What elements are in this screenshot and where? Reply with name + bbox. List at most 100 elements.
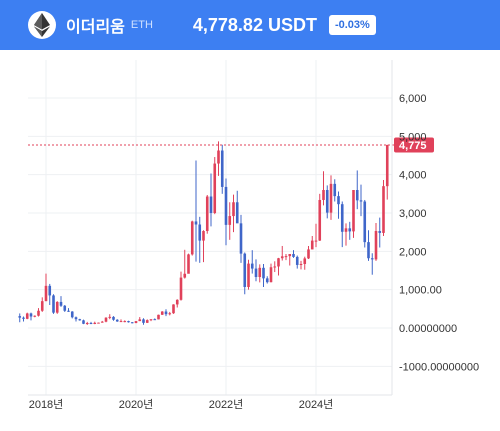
candle-body [340, 204, 344, 232]
candle-body [168, 313, 172, 315]
candle-body [224, 186, 228, 225]
x-tick-label: 2024년 [299, 398, 334, 411]
candle [52, 294, 55, 314]
candle [119, 319, 123, 323]
candle [100, 320, 104, 323]
candle-body [382, 186, 385, 233]
candle [190, 220, 194, 256]
candle-body [348, 228, 352, 232]
candle-body [59, 301, 63, 306]
candle [314, 223, 318, 248]
candle-body [205, 196, 209, 232]
candle-body [108, 316, 112, 318]
candle [318, 193, 322, 241]
candle [352, 190, 355, 238]
candle [145, 319, 149, 324]
candle [333, 179, 337, 202]
candle [127, 320, 130, 323]
candle-body [55, 301, 59, 313]
candle [93, 321, 97, 325]
candle-body [310, 240, 314, 250]
candle [224, 178, 228, 246]
candle-body [280, 256, 284, 259]
candle [74, 316, 78, 322]
candle [97, 322, 100, 324]
candlestick-chart[interactable]: 4,775 6,000 5,000 4,000 3,000 2,000 1,000.00 0… [0, 50, 500, 431]
candle-body [190, 221, 194, 255]
candle-body [198, 224, 202, 241]
candle-body [172, 304, 175, 314]
candle-body [93, 322, 97, 324]
candle-body [37, 310, 40, 316]
candle-body [63, 305, 67, 311]
candle [340, 201, 344, 248]
candle [179, 271, 183, 301]
candle-body [385, 144, 389, 187]
candle-body [183, 273, 187, 278]
current-price-label: 4,775 [399, 140, 427, 152]
candle-body [123, 321, 127, 323]
candle [322, 171, 325, 206]
candle [130, 322, 134, 324]
candle-body [149, 319, 153, 321]
x-tick-label: 2022년 [209, 398, 244, 411]
candle-body [160, 311, 164, 315]
candle [243, 252, 247, 295]
candle [22, 316, 25, 322]
candle-body [378, 231, 382, 233]
price-chart[interactable]: 4,775 6,000 5,000 4,000 3,000 2,000 1,000.00 0… [0, 50, 500, 431]
current-price: 4,778.82 USDT [192, 14, 317, 35]
candle [232, 194, 235, 233]
candle [108, 314, 112, 320]
y-tick-label: 6,000 [399, 93, 427, 105]
candle-body [119, 321, 123, 323]
candle-body [100, 321, 104, 323]
candle-body [232, 202, 235, 217]
candle-body [220, 150, 224, 187]
candle [247, 259, 250, 290]
candle-body [284, 256, 288, 258]
candle-body [157, 314, 160, 320]
candle [149, 319, 153, 322]
candle-body [367, 242, 370, 259]
candle-body [265, 278, 269, 283]
candle [70, 311, 74, 319]
candle [363, 199, 367, 248]
candle [359, 184, 363, 217]
candle-body [239, 223, 243, 254]
candle [273, 261, 277, 273]
candle-body [138, 319, 142, 322]
candle-body [292, 254, 295, 257]
candle-body [247, 263, 250, 287]
candle-body [134, 321, 138, 324]
x-axis: 2018년 2020년 2022년 2024년 [28, 394, 392, 411]
candle-body [202, 231, 205, 241]
y-axis: 6,000 5,000 4,000 3,000 2,000 1,000.00 0.00000… [391, 60, 479, 395]
candle-body [40, 301, 44, 311]
candle [48, 283, 52, 305]
candle [220, 144, 224, 194]
candle-body [97, 322, 100, 324]
candle [307, 245, 310, 259]
candle-body [187, 254, 190, 274]
y-tick-label: 3,000 [399, 208, 427, 220]
candle [63, 305, 67, 312]
candle [292, 250, 295, 258]
candle [284, 254, 288, 261]
candle-body [243, 253, 247, 287]
candle [258, 264, 262, 283]
candle [370, 253, 374, 275]
candle [175, 299, 179, 308]
candle [25, 312, 29, 320]
candle-body [254, 268, 258, 278]
candle [367, 230, 370, 261]
candle-body [85, 323, 89, 325]
candle [385, 144, 389, 200]
candle-body [74, 317, 78, 320]
candle-body [337, 196, 340, 205]
candle-body [115, 319, 119, 322]
candle [153, 318, 157, 321]
candle [280, 245, 284, 261]
candle [329, 175, 333, 220]
candle [115, 319, 119, 322]
